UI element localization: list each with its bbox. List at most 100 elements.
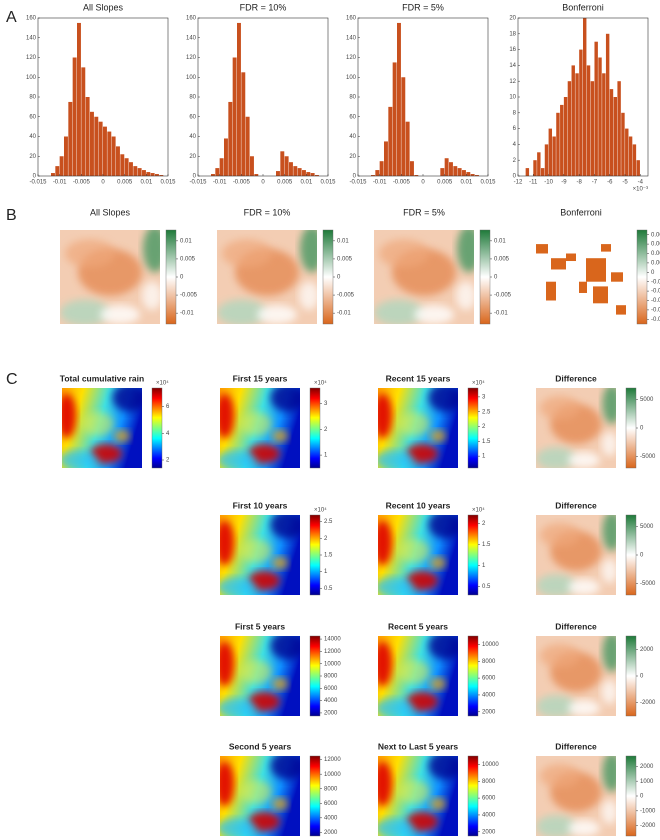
heatmap (378, 756, 458, 836)
bar (613, 97, 618, 176)
bar (563, 97, 568, 176)
bar (98, 121, 103, 176)
heat-blob (114, 429, 130, 443)
heat-blob (430, 429, 446, 443)
heatmap-image (60, 230, 160, 324)
bar (64, 136, 68, 176)
heat-blob (248, 571, 280, 591)
x-tick-label: -9 (561, 180, 567, 186)
colorbar-tick-label: 0 (640, 674, 644, 680)
x-tick-label: -0.005 (393, 180, 411, 186)
bar (590, 81, 595, 176)
colorbar (467, 514, 479, 596)
heat-blob (456, 281, 474, 310)
colorbar-tick-label: 4000 (324, 815, 338, 821)
colorbar-tick-label: 2000 (640, 764, 654, 770)
colorbar-tick-label: 4000 (482, 693, 496, 699)
colorbar (625, 635, 637, 717)
bar (232, 57, 237, 176)
y-tick-label: 120 (26, 55, 37, 61)
colorbar-tick-label: 0 (640, 426, 644, 432)
chart-title: FDR = 10% (240, 2, 287, 12)
colorbar-tick-label: 8000 (324, 786, 338, 792)
bar (224, 138, 228, 176)
chart-title: Bonferroni (562, 2, 604, 12)
bar (241, 72, 246, 176)
x-tick-label: 0.015 (320, 180, 336, 186)
colorbar-multiplier: ×10⁴ (472, 507, 485, 514)
colorbar (625, 514, 637, 596)
heat-blob (220, 698, 256, 716)
colorbar-tick-label: 6000 (482, 676, 496, 682)
heat-blob (378, 641, 393, 687)
x-tick-label: -6 (607, 180, 613, 186)
heat-blob (398, 539, 430, 563)
colorbar-tick-label: 1 (324, 453, 328, 459)
bar (302, 170, 306, 176)
bar (129, 162, 133, 176)
y-tick-label: 10 (509, 95, 516, 101)
panel-label: C (6, 371, 18, 388)
colorbar (309, 755, 321, 837)
heatmap (536, 515, 616, 595)
bar (55, 166, 60, 176)
heat-blob (540, 764, 580, 788)
heat-blob (378, 698, 414, 716)
heat-blob (272, 677, 288, 691)
x-tick-label: 0.01 (140, 180, 152, 186)
colorbar-tick-label: 10000 (482, 642, 499, 648)
heat-blob (62, 450, 98, 468)
heat-blob (272, 556, 288, 570)
map-title: Second 5 years (229, 741, 292, 751)
colorbar-tick-label: 2000 (482, 709, 496, 715)
map-title: Total cumulative rain (60, 373, 144, 383)
colorbar-tick-label: 2 (482, 521, 486, 527)
heat-blob (90, 444, 122, 464)
heatmap (536, 244, 626, 315)
y-tick-label: 8 (513, 110, 517, 116)
heatmap-image (378, 756, 458, 836)
heat-blob (220, 818, 256, 836)
colorbar-tick-label: 1 (482, 454, 486, 460)
colorbar-tick-label: 6000 (324, 686, 338, 692)
y-tick-label: 140 (186, 35, 197, 41)
heat-blob (457, 230, 474, 273)
x-tick-label: -0.005 (233, 180, 251, 186)
bar (537, 152, 541, 176)
bar (636, 160, 640, 176)
bar (120, 154, 125, 176)
heat-blob (217, 299, 267, 324)
bar (405, 121, 410, 176)
colorbar (151, 387, 163, 469)
heatmap-image (536, 756, 616, 836)
heatmap (374, 230, 474, 324)
y-tick-label: 4 (513, 142, 517, 148)
x-tick-label: -10 (544, 180, 553, 186)
bar (297, 168, 302, 176)
heat-blob (428, 636, 458, 660)
bar (621, 112, 625, 176)
heatmap (378, 515, 458, 595)
colorbar-multiplier: ×10⁴ (156, 380, 169, 387)
heat-blob (601, 680, 616, 704)
bar (254, 174, 259, 176)
x-tick-label: -12 (514, 180, 523, 186)
bar (315, 175, 319, 176)
colorbar-tick-label: -2000 (640, 700, 656, 706)
heatmap (60, 230, 160, 324)
colorbar-tick-label: 0.002 (651, 260, 660, 266)
colorbar-tick-label: -0.006 (651, 298, 660, 304)
colorbar (636, 229, 648, 325)
heat-patch (536, 244, 548, 254)
colorbar-tick-label: -0.01 (337, 311, 351, 317)
heat-patch (586, 258, 606, 282)
map-title: Recent 10 years (386, 500, 451, 510)
bar (77, 22, 81, 176)
heat-blob (406, 571, 438, 591)
colorbar-tick-label: 2 (166, 458, 170, 464)
bar (51, 173, 55, 176)
colorbar-tick-label: 2.5 (482, 409, 491, 415)
heat-blob (428, 388, 458, 412)
colorbar-tick-label: -5000 (640, 581, 656, 587)
bar (215, 168, 220, 176)
